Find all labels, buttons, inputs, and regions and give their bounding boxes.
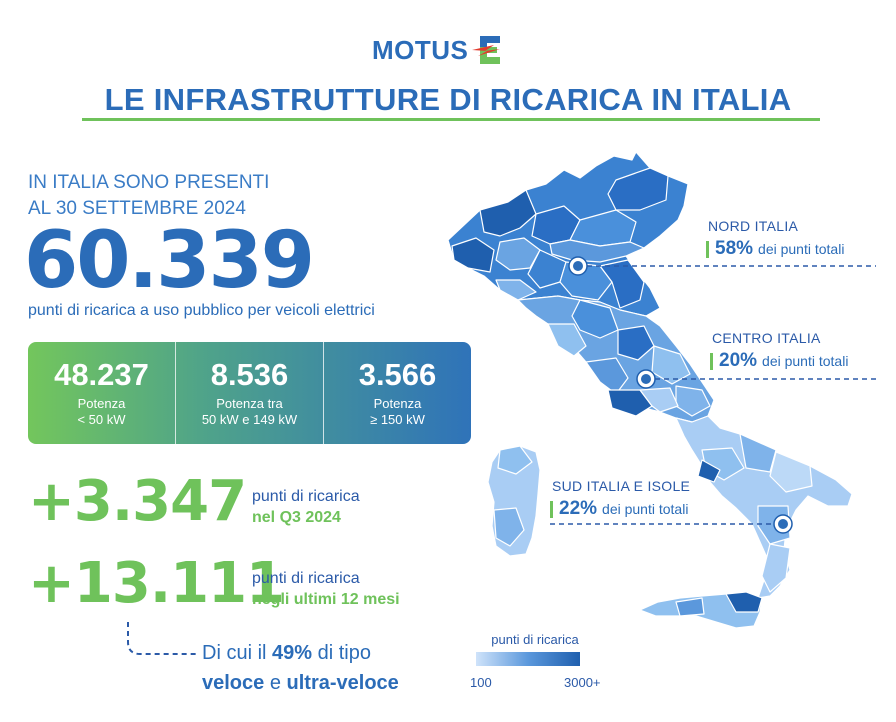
stat-label: Potenza < 50 kW: [77, 396, 125, 428]
total-caption: punti di ricarica a uso pubblico per vei…: [28, 302, 375, 319]
stat-value: 8.536: [210, 357, 289, 392]
connector-line: [127, 622, 198, 655]
note-conj: e: [269, 672, 281, 694]
accent-bar: [550, 500, 553, 518]
stat-label-line: ≥ 150 kW: [370, 412, 425, 427]
stat-mid-power: 8.536 Potenza tra 50 kW e 149 kW: [176, 342, 324, 444]
region-sud: SUD ITALIA E ISOLE 22% dei punti totali: [550, 478, 693, 520]
stat-label-line: Potenza tra: [216, 396, 283, 411]
note-middle: di tipo: [317, 642, 371, 664]
region-centro-stat: 20% dei punti totali: [710, 350, 848, 372]
stat-low-power: 48.237 Potenza < 50 kW: [28, 342, 176, 444]
marker-nord: [568, 256, 588, 276]
marker-sud: [773, 514, 793, 534]
legend-min: 100: [470, 675, 492, 690]
italy-map-icon: [447, 151, 880, 629]
legend-title: punti di ricarica: [491, 632, 579, 647]
logo: MOTUS: [372, 32, 506, 68]
region-nord-percentage: 58%: [715, 238, 754, 259]
growth-12m-label: punti di ricarica: [252, 570, 360, 587]
stat-value: 48.237: [54, 357, 149, 392]
region-sud-stat: 22% dei punti totali: [550, 498, 692, 520]
note-percentage: 49%: [272, 642, 313, 664]
region-nord-stat: 58% dei punti totali: [706, 238, 844, 260]
stat-value: 3.566: [358, 357, 437, 392]
region-sud-desc: dei punti totali: [602, 501, 689, 517]
region-nord: NORD ITALIA 58% dei punti totali: [706, 218, 845, 260]
accent-bar: [710, 352, 713, 370]
growth-q3-period: nel Q3 2024: [252, 509, 341, 526]
growth-q3-value: +3.347: [28, 469, 247, 534]
accent-bar: [706, 240, 709, 258]
growth-q3-label: punti di ricarica: [252, 488, 360, 505]
stat-label-line: Potenza: [77, 396, 126, 411]
page-title: LE INFRASTRUTTURE DI RICARICA IN ITALIA: [104, 82, 792, 117]
region-centro: CENTRO ITALIA 20% dei punti totali: [710, 330, 849, 372]
note-prefix: Di cui il: [202, 642, 267, 664]
intro-line-2: AL 30 SETTEMBRE 2024: [28, 198, 246, 219]
region-nord-title: NORD ITALIA: [706, 218, 845, 234]
stat-label-line: 50 kW e 149 kW: [201, 412, 298, 427]
stat-high-power: 3.566 Potenza ≥ 150 kW: [324, 342, 471, 444]
region-sud-title: SUD ITALIA E ISOLE: [550, 478, 693, 494]
note-fast: veloce: [202, 672, 265, 694]
growth-12m-value: +13.111: [28, 551, 285, 616]
legend-gradient: [476, 652, 580, 666]
legend-max: 3000+: [564, 675, 601, 690]
title-underline: [82, 118, 820, 121]
region-centro-desc: dei punti totali: [762, 353, 849, 369]
logo-text: MOTUS: [372, 34, 469, 65]
power-breakdown-panel: 48.237 Potenza < 50 kW 8.536 Potenza tra…: [28, 342, 471, 444]
region-sud-percentage: 22%: [559, 498, 598, 519]
note-ultra-fast: ultra-veloce: [286, 672, 399, 694]
growth-12m-period: negli ultimi 12 mesi: [252, 591, 400, 608]
growth-q3-text: punti di ricarica nel Q3 2024: [252, 486, 360, 528]
region-centro-percentage: 20%: [719, 350, 758, 371]
note-line-1: Di cui il 49% di tipo: [202, 638, 399, 668]
map-legend: punti di ricarica 100 3000+: [470, 632, 610, 690]
stat-label-line: < 50 kW: [77, 412, 126, 427]
stat-label: Potenza tra 50 kW e 149 kW: [202, 396, 297, 428]
total-charging-points: 60.339: [24, 216, 315, 306]
stat-label-line: Potenza: [373, 396, 422, 411]
growth-12m-text: punti di ricarica negli ultimi 12 mesi: [252, 568, 400, 610]
region-nord-desc: dei punti totali: [758, 241, 845, 257]
intro-text: IN ITALIA SONO PRESENTI AL 30 SETTEMBRE …: [28, 170, 269, 222]
note-line-2: veloce e ultra-veloce: [202, 668, 399, 698]
region-centro-title: CENTRO ITALIA: [710, 330, 849, 346]
motus-e-logo-icon: [472, 36, 501, 64]
intro-line-1: IN ITALIA SONO PRESENTI: [28, 172, 270, 193]
marker-centro: [636, 369, 656, 389]
fast-charging-note: Di cui il 49% di tipo veloce e ultra-vel…: [202, 638, 399, 698]
stat-label: Potenza ≥ 150 kW: [370, 396, 425, 428]
